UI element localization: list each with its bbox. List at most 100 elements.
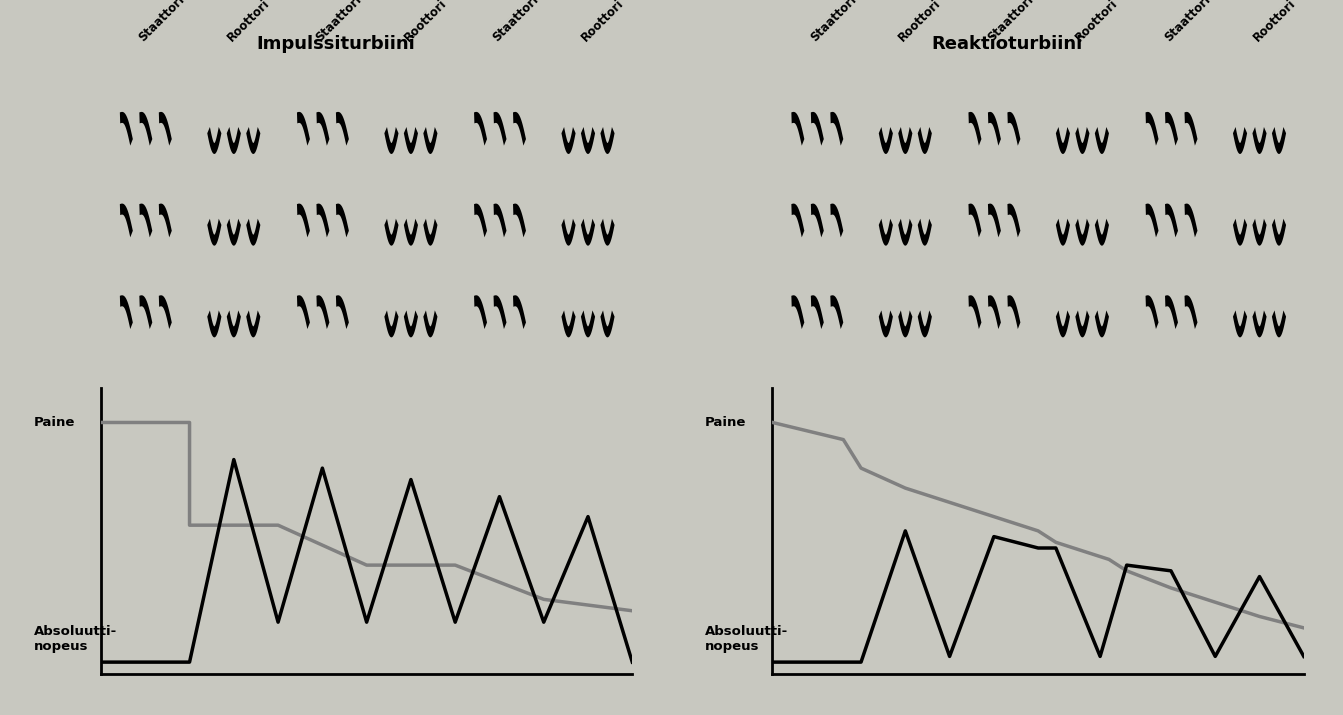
Polygon shape [1076,127,1089,154]
Polygon shape [968,204,982,237]
Polygon shape [1095,219,1109,246]
Polygon shape [317,112,329,146]
Polygon shape [227,310,240,337]
Polygon shape [1164,204,1178,237]
Polygon shape [297,204,310,237]
Polygon shape [423,127,438,154]
Polygon shape [1185,112,1198,146]
Polygon shape [140,204,152,237]
Polygon shape [336,204,349,237]
Text: Absoluutti-
nopeus: Absoluutti- nopeus [34,626,117,654]
Polygon shape [1253,127,1266,154]
Polygon shape [1007,204,1021,237]
Polygon shape [582,310,595,337]
Polygon shape [297,112,310,146]
Polygon shape [878,127,893,154]
Polygon shape [898,127,912,154]
Polygon shape [811,295,823,329]
Polygon shape [207,127,222,154]
Polygon shape [158,112,172,146]
Polygon shape [1253,219,1266,246]
Polygon shape [1233,219,1248,246]
Polygon shape [917,219,932,246]
Polygon shape [917,310,932,337]
Polygon shape [1007,112,1021,146]
Text: Roottori: Roottori [402,0,450,44]
Text: Roottori: Roottori [1250,0,1297,44]
Text: Paine: Paine [34,416,75,429]
Polygon shape [336,295,349,329]
Polygon shape [898,310,912,337]
Polygon shape [158,295,172,329]
Polygon shape [474,204,488,237]
Polygon shape [1076,219,1089,246]
Polygon shape [1146,295,1159,329]
Polygon shape [207,219,222,246]
Polygon shape [561,219,576,246]
Polygon shape [830,204,843,237]
Polygon shape [120,204,133,237]
Polygon shape [988,112,1001,146]
Polygon shape [1146,204,1159,237]
Polygon shape [791,295,804,329]
Polygon shape [878,219,893,246]
Polygon shape [513,112,526,146]
Polygon shape [493,204,506,237]
Polygon shape [1272,310,1287,337]
Polygon shape [1076,310,1089,337]
Polygon shape [423,310,438,337]
Polygon shape [513,295,526,329]
Text: Staattori: Staattori [136,0,187,44]
Polygon shape [120,112,133,146]
Polygon shape [811,204,823,237]
Polygon shape [404,310,418,337]
Polygon shape [1056,219,1070,246]
Polygon shape [1164,112,1178,146]
Polygon shape [968,112,982,146]
Polygon shape [561,310,576,337]
Text: Staattori: Staattori [984,0,1035,44]
Polygon shape [140,112,152,146]
Polygon shape [898,219,912,246]
Polygon shape [830,112,843,146]
Polygon shape [1185,204,1198,237]
Polygon shape [1164,295,1178,329]
Text: Staattori: Staattori [313,0,364,44]
Polygon shape [404,127,418,154]
Polygon shape [878,310,893,337]
Polygon shape [1095,310,1109,337]
Polygon shape [917,127,932,154]
Polygon shape [474,112,488,146]
Polygon shape [830,295,843,329]
Text: Roottori: Roottori [896,0,944,44]
Text: Paine: Paine [705,416,747,429]
Polygon shape [1056,127,1070,154]
Polygon shape [1233,310,1248,337]
Polygon shape [1146,112,1159,146]
Polygon shape [1233,127,1248,154]
Polygon shape [791,112,804,146]
Polygon shape [317,295,329,329]
Polygon shape [1007,295,1021,329]
Polygon shape [1272,219,1287,246]
Polygon shape [140,295,152,329]
Polygon shape [600,219,615,246]
Polygon shape [988,204,1001,237]
Polygon shape [513,204,526,237]
Text: Roottori: Roottori [579,0,626,44]
Text: Staattori: Staattori [490,0,541,44]
Polygon shape [791,204,804,237]
Polygon shape [246,310,261,337]
Polygon shape [227,219,240,246]
Polygon shape [600,310,615,337]
Polygon shape [1253,310,1266,337]
Text: Staattori: Staattori [807,0,858,44]
Polygon shape [384,127,399,154]
Text: Roottori: Roottori [224,0,273,44]
Polygon shape [1185,295,1198,329]
Polygon shape [561,127,576,154]
Polygon shape [317,204,329,237]
Polygon shape [404,219,418,246]
Polygon shape [384,310,399,337]
Text: Absoluutti-
nopeus: Absoluutti- nopeus [705,626,788,654]
